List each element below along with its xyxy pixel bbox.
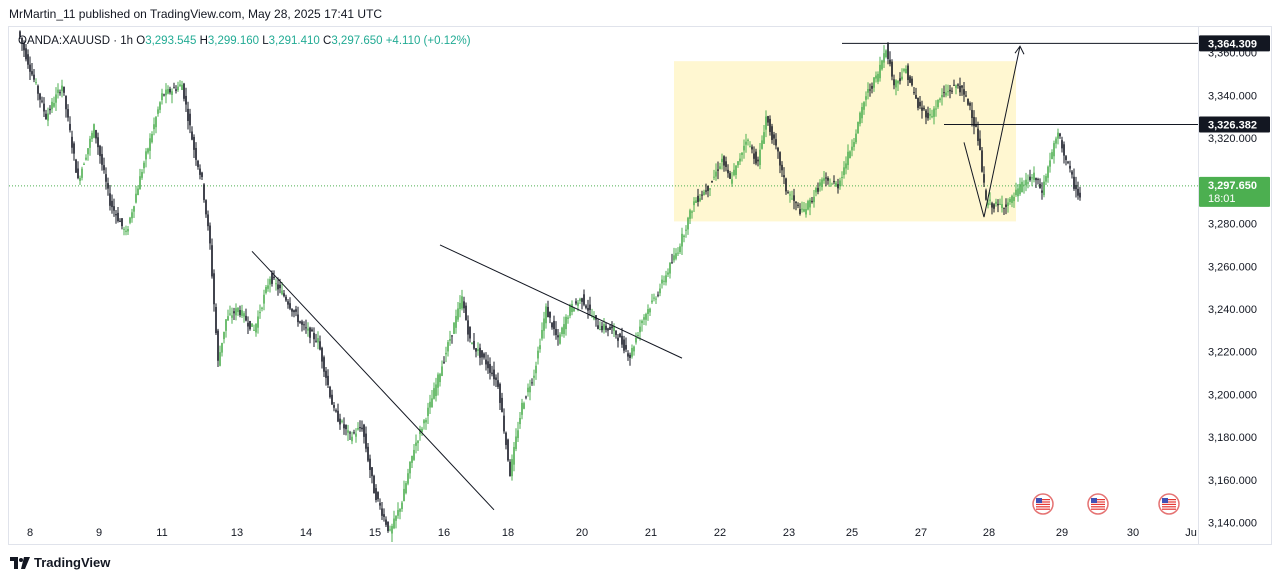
footer-brand[interactable]: TradingView — [10, 555, 110, 570]
legend-close-label: C — [323, 35, 332, 47]
legend-low: 3,291.410 — [268, 35, 320, 47]
publisher-header: MrMartin_11 published on TradingView.com… — [9, 7, 383, 21]
legend-symbol: OANDA:XAUUSD · 1h — [18, 35, 134, 47]
legend-high: 3,299.160 — [207, 35, 260, 47]
legend-open: 3,293.545 — [145, 35, 197, 47]
legend-change: +4.110 (+0.12%) — [385, 35, 471, 47]
tradingview-logo-icon — [10, 556, 30, 569]
legend-high-label: H — [199, 35, 208, 47]
symbol-legend: OANDA:XAUUSD · 1h O3,293.545 H3,299.160 … — [18, 35, 471, 47]
legend-low-label: L — [262, 35, 269, 47]
footer-brand-label: TradingView — [34, 555, 111, 570]
legend-open-label: O — [136, 35, 146, 47]
legend-close: 3,297.650 — [331, 35, 383, 47]
chart-pane[interactable] — [8, 26, 1199, 545]
price-axis[interactable] — [1199, 26, 1272, 545]
